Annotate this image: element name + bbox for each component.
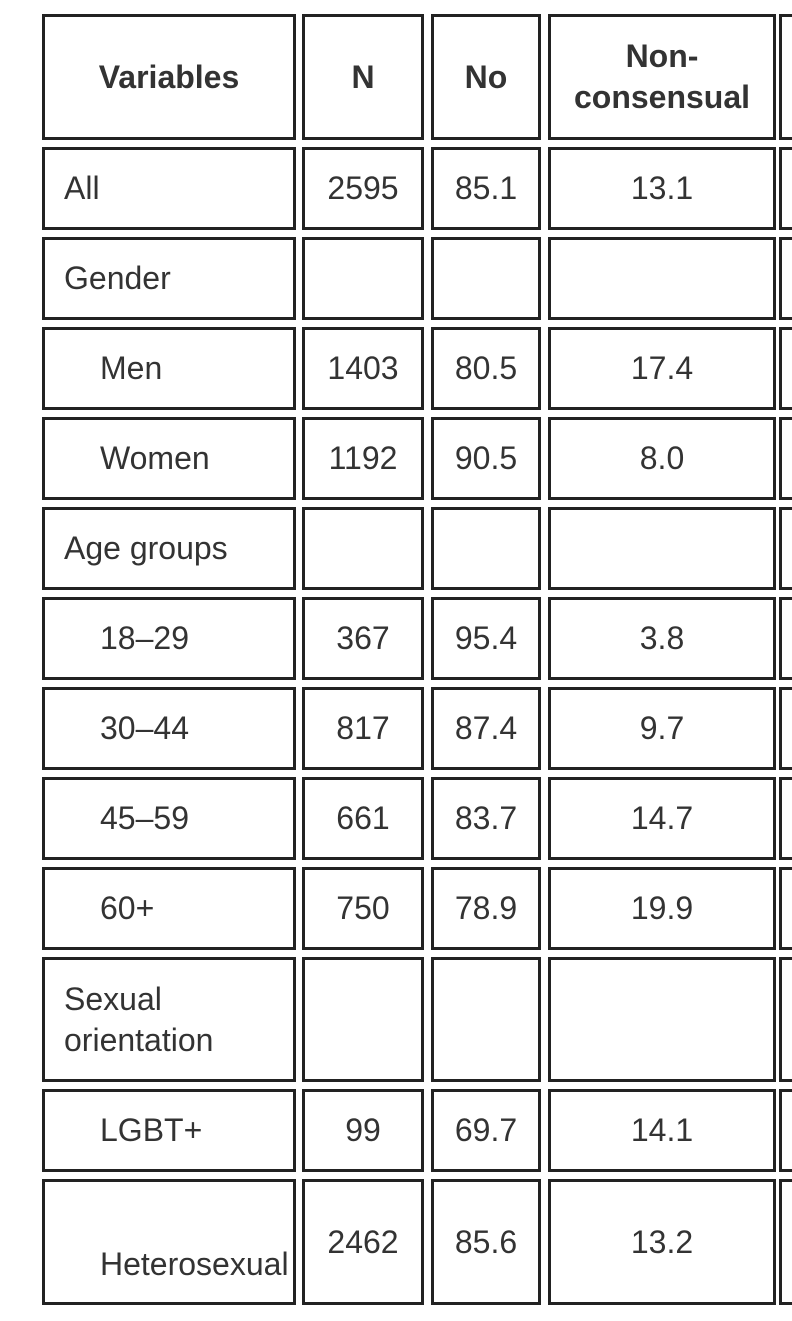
value-cell: 8.0 xyxy=(548,417,776,500)
value-cell: 19.9 xyxy=(548,867,776,950)
empty-cell xyxy=(779,1179,792,1305)
value-cell: 1403 xyxy=(302,327,424,410)
row-label: Sexual orientation xyxy=(42,957,296,1082)
empty-cell xyxy=(548,237,776,320)
empty-cell xyxy=(779,507,792,590)
value-cell: 69.7 xyxy=(431,1089,541,1172)
value-cell: 85.1 xyxy=(431,147,541,230)
row-label: Gender xyxy=(42,237,296,320)
empty-cell xyxy=(779,777,792,860)
value-cell: 80.5 xyxy=(431,327,541,410)
row-label: 18–29 xyxy=(42,597,296,680)
value-cell: 9.7 xyxy=(548,687,776,770)
empty-cell xyxy=(779,867,792,950)
value-cell: 99 xyxy=(302,1089,424,1172)
value-cell: 85.6 xyxy=(431,1179,541,1305)
value-cell: 14.1 xyxy=(548,1089,776,1172)
value-cell: 14.7 xyxy=(548,777,776,860)
row-label: Women xyxy=(42,417,296,500)
row-label: 60+ xyxy=(42,867,296,950)
empty-cell xyxy=(302,237,424,320)
row-label: Heterosexual xyxy=(42,1179,296,1305)
empty-cell xyxy=(779,417,792,500)
row-label: All xyxy=(42,147,296,230)
empty-cell xyxy=(779,147,792,230)
value-cell: 661 xyxy=(302,777,424,860)
header-cell: Non- consensual xyxy=(548,14,776,140)
value-cell: 95.4 xyxy=(431,597,541,680)
empty-cell xyxy=(431,237,541,320)
value-cell: 2462 xyxy=(302,1179,424,1305)
value-cell: 13.1 xyxy=(548,147,776,230)
row-label: 45–59 xyxy=(42,777,296,860)
header-cell xyxy=(779,14,792,140)
header-cell: Variables xyxy=(42,14,296,140)
value-cell: 750 xyxy=(302,867,424,950)
value-cell: 2595 xyxy=(302,147,424,230)
row-label: Men xyxy=(42,327,296,410)
empty-cell xyxy=(779,687,792,770)
empty-cell xyxy=(302,507,424,590)
empty-cell xyxy=(431,507,541,590)
value-cell: 13.2 xyxy=(548,1179,776,1305)
value-cell: 817 xyxy=(302,687,424,770)
empty-cell xyxy=(548,507,776,590)
value-cell: 78.9 xyxy=(431,867,541,950)
empty-cell xyxy=(779,957,792,1082)
header-cell: N xyxy=(302,14,424,140)
empty-cell xyxy=(548,957,776,1082)
value-cell: 17.4 xyxy=(548,327,776,410)
empty-cell xyxy=(779,237,792,320)
empty-cell xyxy=(302,957,424,1082)
value-cell: 87.4 xyxy=(431,687,541,770)
value-cell: 83.7 xyxy=(431,777,541,860)
value-cell: 1192 xyxy=(302,417,424,500)
value-cell: 367 xyxy=(302,597,424,680)
value-cell: 90.5 xyxy=(431,417,541,500)
empty-cell xyxy=(779,327,792,410)
row-label: Age groups xyxy=(42,507,296,590)
value-cell: 3.8 xyxy=(548,597,776,680)
empty-cell xyxy=(779,1089,792,1172)
empty-cell xyxy=(779,597,792,680)
header-cell: No xyxy=(431,14,541,140)
row-label: 30–44 xyxy=(42,687,296,770)
empty-cell xyxy=(431,957,541,1082)
row-label: LGBT+ xyxy=(42,1089,296,1172)
